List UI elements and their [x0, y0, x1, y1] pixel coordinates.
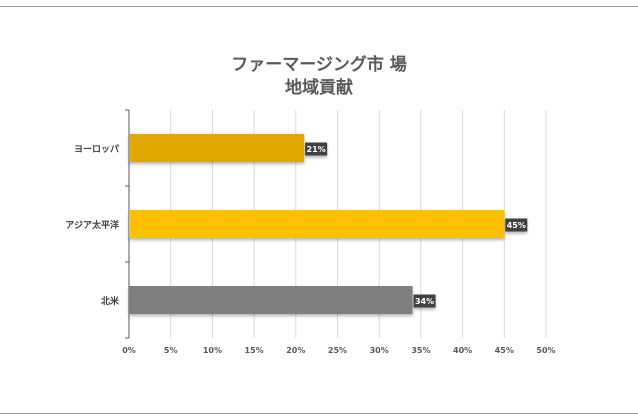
bar	[129, 210, 505, 238]
x-tick-label: 10%	[203, 346, 222, 355]
bar	[129, 286, 413, 314]
x-tick-label: 0%	[122, 346, 136, 355]
bottom-border-line	[0, 413, 638, 414]
x-tick-label: 25%	[328, 346, 347, 355]
chart-title-line-1: ファーマージング市 場	[231, 55, 407, 75]
category-label: ヨーロッパ	[74, 143, 119, 155]
x-tick-label: 5%	[164, 346, 178, 355]
bar	[129, 134, 305, 162]
x-tick-label: 50%	[536, 346, 555, 355]
x-tick-label: 30%	[370, 346, 389, 355]
x-tick-label: 35%	[411, 346, 430, 355]
data-label: 45%	[507, 221, 526, 230]
data-label-box	[305, 142, 328, 156]
data-label-box	[505, 218, 528, 232]
data-label-box	[413, 294, 436, 308]
chart-title-line-2: 地域貢献	[285, 78, 353, 98]
x-tick-label: 15%	[245, 346, 264, 355]
category-label: アジア太平洋	[65, 219, 119, 231]
data-label: 21%	[307, 145, 326, 154]
x-tick-label: 20%	[286, 346, 305, 355]
category-label: 北米	[101, 295, 120, 307]
x-tick-label: 40%	[453, 346, 472, 355]
x-tick-label: 45%	[495, 346, 514, 355]
data-label: 34%	[415, 297, 434, 306]
top-border-line	[0, 6, 638, 7]
